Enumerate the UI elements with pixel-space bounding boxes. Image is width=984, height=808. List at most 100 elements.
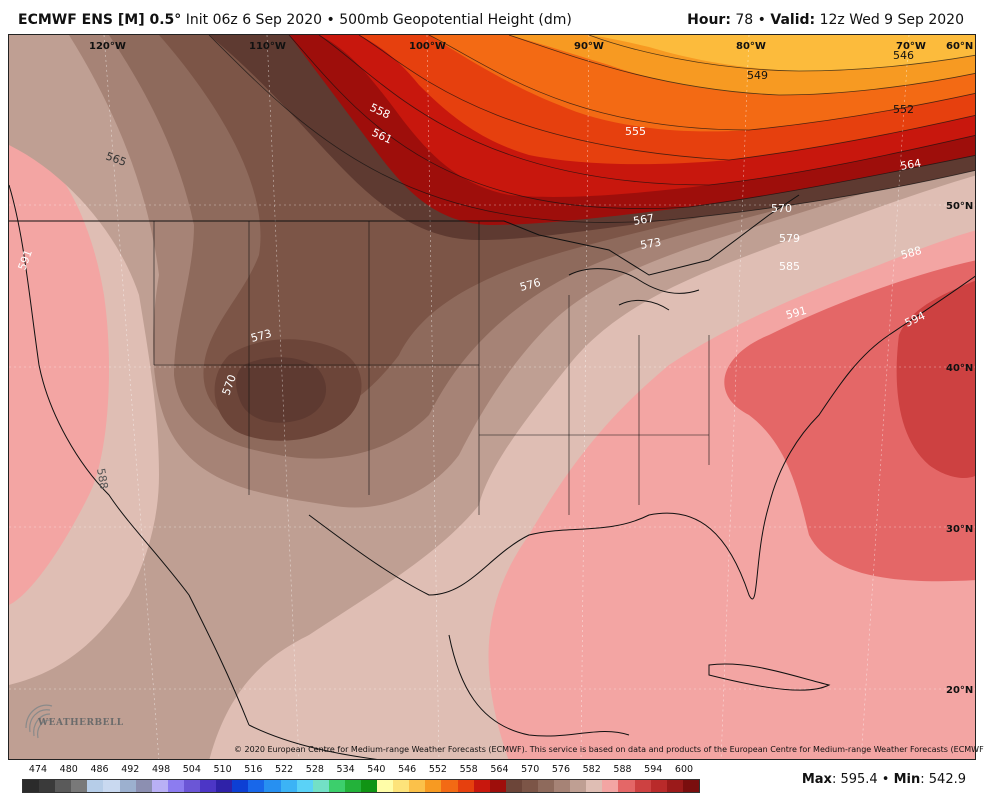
map-header: ECMWF ENS [M] 0.5° Init 06z 6 Sep 2020 •… <box>0 0 984 34</box>
contour-594-fill <box>896 280 975 478</box>
colorbar-tick: 594 <box>644 764 663 775</box>
min-value: : 542.9 <box>920 772 966 787</box>
colorbar-cell <box>264 780 281 792</box>
colorbar-cell <box>409 780 426 792</box>
colorbar-cell <box>183 780 201 792</box>
colorbar-tick: 480 <box>59 764 78 775</box>
forecast-time: Hour: 78 • Valid: 12z Wed 9 Sep 2020 <box>687 12 964 28</box>
colorbar-cell <box>666 780 683 792</box>
colorbar-tick: 552 <box>428 764 447 775</box>
valid-label: Valid: <box>770 12 816 28</box>
colorbar-cell <box>538 780 555 792</box>
lon-label-80w: 80°W <box>736 41 766 52</box>
colorbar-cell <box>312 780 329 792</box>
contour-label-546: 546 <box>893 49 914 62</box>
colorbar-cell <box>296 780 313 792</box>
copyright-notice: © 2020 European Centre for Medium-range … <box>234 745 984 754</box>
colorbar-strip <box>22 779 700 793</box>
contour-label-588-west: 588 <box>94 467 110 490</box>
colorbar-tick: 510 <box>213 764 232 775</box>
colorbar-cell <box>23 780 40 792</box>
colorbar-cell <box>119 780 136 792</box>
geography-lines <box>9 184 975 759</box>
mexico-coastline <box>248 634 630 759</box>
lat-label-50n: 50°N <box>946 201 973 212</box>
colorbar-cell <box>39 780 56 792</box>
contour-label-570: 570 <box>771 202 792 215</box>
max-label: Max <box>801 772 832 787</box>
colorbar-cell <box>521 780 538 792</box>
time-separator: • <box>753 12 771 28</box>
forecast-map: 120°W 110°W 100°W 90°W 80°W 70°W 60°N 50… <box>8 34 976 760</box>
colorbar-cell <box>232 780 249 792</box>
colorbar-cell <box>216 780 233 792</box>
title-separator: • <box>322 12 340 28</box>
contour-label-585: 585 <box>779 260 800 273</box>
colorbar-cell <box>441 780 458 792</box>
colorbar-cell <box>634 780 651 792</box>
colorbar-tick: 486 <box>90 764 109 775</box>
west-coastline <box>9 184 250 726</box>
contour-588-fill-west <box>9 135 109 605</box>
contour-label-573-west: 573 <box>249 327 273 345</box>
colorbar-tick: 570 <box>521 764 540 775</box>
stats-separator: • <box>877 772 894 787</box>
colorbar-cell <box>489 780 506 792</box>
map-title: ECMWF ENS [M] 0.5° Init 06z 6 Sep 2020 •… <box>18 12 572 28</box>
colorbar-cell <box>650 780 667 792</box>
colorbar-tick: 546 <box>398 764 417 775</box>
contour-549-fill <box>589 35 975 71</box>
colorbar-cell <box>280 780 297 792</box>
colorbar: 474 480 486 492 498 504 510 516 522 528 … <box>22 764 702 798</box>
contour-label-579: 579 <box>779 232 800 245</box>
gulf-coastline <box>308 504 770 600</box>
cuba-outline <box>708 663 831 691</box>
colorbar-tick: 522 <box>275 764 294 775</box>
east-coastline <box>768 275 975 506</box>
colorbar-tick: 564 <box>490 764 509 775</box>
colorbar-cell <box>393 780 410 792</box>
colorbar-cell <box>344 780 361 792</box>
hour-value: 78 <box>735 12 754 28</box>
colorbar-cell <box>505 780 522 792</box>
colorbar-cell <box>473 780 490 792</box>
colorbar-cell <box>167 780 184 792</box>
contour-label-588: 588 <box>899 244 923 262</box>
colorbar-cell <box>457 780 474 792</box>
graticule <box>9 35 975 759</box>
contour-label-552: 552 <box>893 103 914 116</box>
lon-label-70w: 70°W <box>896 41 926 52</box>
degree-symbol: ° <box>174 12 182 28</box>
max-min-stats: Max: 595.4 • Min: 542.9 <box>802 772 966 787</box>
lon-label-120w: 120°W <box>89 41 126 52</box>
contour-label-591: 591 <box>784 304 808 322</box>
colorbar-cell <box>328 780 345 792</box>
colorbar-cell <box>360 780 378 792</box>
colorbar-cell <box>71 780 88 792</box>
contour-label-573: 573 <box>639 236 662 252</box>
min-label: Min <box>893 772 921 787</box>
product-name: 500mb Geopotential Height (dm) <box>339 12 572 28</box>
colorbar-tick: 600 <box>674 764 694 775</box>
colorbar-tick: 516 <box>244 764 263 775</box>
contour-label-555: 555 <box>625 125 646 138</box>
contour-lines <box>208 35 975 223</box>
colorbar-tick: 540 <box>367 764 386 775</box>
lon-label-110w: 110°W <box>249 41 286 52</box>
colorbar-cell <box>570 780 587 792</box>
contour-label-564: 564 <box>899 157 922 173</box>
colorbar-tick: 558 <box>459 764 478 775</box>
colorbar-cell <box>135 780 152 792</box>
valid-value: 12z Wed 9 Sep 2020 <box>819 12 964 28</box>
colorbar-tick: 534 <box>336 764 355 775</box>
map-canvas: 120°W 110°W 100°W 90°W 80°W 70°W 60°N 50… <box>9 35 975 759</box>
colorbar-cell <box>248 780 265 792</box>
colorbar-tick: 474 <box>28 764 48 775</box>
colorbar-cell <box>200 780 217 792</box>
contour-label-549: 549 <box>747 69 768 82</box>
colorbar-cell <box>682 780 699 792</box>
contour-label-567: 567 <box>632 212 655 228</box>
colorbar-tick: 588 <box>613 764 632 775</box>
colorbar-cell <box>425 780 442 792</box>
lat-label-60n: 60°N <box>946 41 973 52</box>
